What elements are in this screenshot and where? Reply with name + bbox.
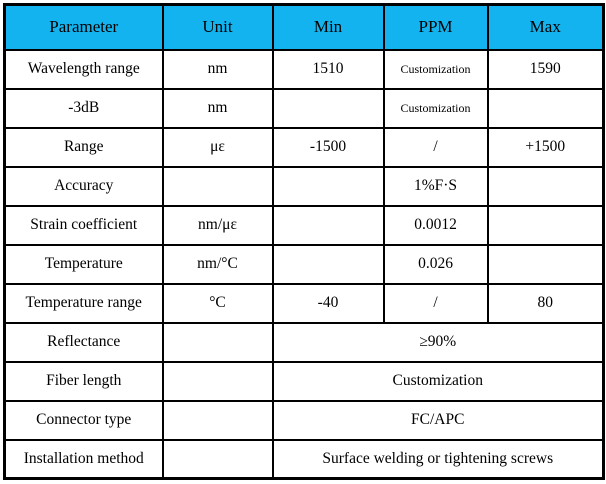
cell-min: -1500 xyxy=(271,126,385,168)
cell-max: 1590 xyxy=(486,48,605,90)
cell-ppm: / xyxy=(382,126,489,168)
cell-max xyxy=(486,87,605,129)
cell-unit xyxy=(161,360,274,402)
cell-parameter: Reflectance xyxy=(3,321,164,363)
cell-min xyxy=(271,165,385,207)
cell-unit: nm xyxy=(161,48,274,90)
cell-ppm: / xyxy=(382,282,489,324)
cell-unit xyxy=(161,321,274,363)
table-row-temperature-range: Temperature range °C -40 / 80 xyxy=(3,282,605,324)
cell-parameter: Connector type xyxy=(3,399,164,441)
cell-parameter: Temperature xyxy=(3,243,164,285)
table-row-fiber-length: Fiber length Customization xyxy=(3,360,605,402)
cell-span-value: FC/APC xyxy=(271,399,605,441)
cell-unit xyxy=(161,165,274,207)
cell-unit xyxy=(161,438,274,480)
cell-max xyxy=(486,165,605,207)
cell-max xyxy=(486,243,605,285)
cell-ppm: Customization xyxy=(382,87,489,129)
table-row-wavelength-range: Wavelength range nm 1510 Customization 1… xyxy=(3,48,605,90)
header-cell-max: Max xyxy=(486,3,605,51)
cell-parameter: Installation method xyxy=(3,438,164,480)
table-row-accuracy: Accuracy 1%F·S xyxy=(3,165,605,207)
cell-parameter: Temperature range xyxy=(3,282,164,324)
table-row-temperature: Temperature nm/°C 0.026 xyxy=(3,243,605,285)
cell-max xyxy=(486,204,605,246)
cell-parameter: -3dB xyxy=(3,87,164,129)
cell-span-value: Surface welding or tightening screws xyxy=(271,438,605,480)
cell-unit: nm xyxy=(161,87,274,129)
cell-parameter: Accuracy xyxy=(3,165,164,207)
cell-parameter: Strain coefficient xyxy=(3,204,164,246)
cell-ppm: 1%F·S xyxy=(382,165,489,207)
cell-ppm: Customization xyxy=(382,48,489,90)
cell-ppm: 0.026 xyxy=(382,243,489,285)
cell-min: -40 xyxy=(271,282,385,324)
table-row-installation-method: Installation method Surface welding or t… xyxy=(3,438,605,480)
header-cell-ppm: PPM xyxy=(382,3,489,51)
cell-parameter: Fiber length xyxy=(3,360,164,402)
cell-max: 80 xyxy=(486,282,605,324)
cell-ppm: 0.0012 xyxy=(382,204,489,246)
cell-unit: με xyxy=(161,126,274,168)
header-cell-parameter: Parameter xyxy=(3,3,164,51)
table-row-connector-type: Connector type FC/APC xyxy=(3,399,605,441)
cell-span-value: Customization xyxy=(271,360,605,402)
cell-parameter: Range xyxy=(3,126,164,168)
spec-table: Parameter Unit Min PPM Max Wavelength ra… xyxy=(3,3,605,480)
cell-parameter: Wavelength range xyxy=(3,48,164,90)
cell-min: 1510 xyxy=(271,48,385,90)
cell-unit: nm/με xyxy=(161,204,274,246)
cell-unit: nm/°C xyxy=(161,243,274,285)
cell-max: +1500 xyxy=(486,126,605,168)
cell-min xyxy=(271,87,385,129)
header-cell-min: Min xyxy=(271,3,385,51)
table-row-reflectance: Reflectance ≥90% xyxy=(3,321,605,363)
cell-min xyxy=(271,204,385,246)
table-row-range: Range με -1500 / +1500 xyxy=(3,126,605,168)
cell-unit: °C xyxy=(161,282,274,324)
header-cell-unit: Unit xyxy=(161,3,274,51)
cell-min xyxy=(271,243,385,285)
cell-span-value: ≥90% xyxy=(271,321,605,363)
table-row-3db: -3dB nm Customization xyxy=(3,87,605,129)
table-row-strain-coefficient: Strain coefficient nm/με 0.0012 xyxy=(3,204,605,246)
header-row: Parameter Unit Min PPM Max xyxy=(3,3,605,51)
cell-unit xyxy=(161,399,274,441)
